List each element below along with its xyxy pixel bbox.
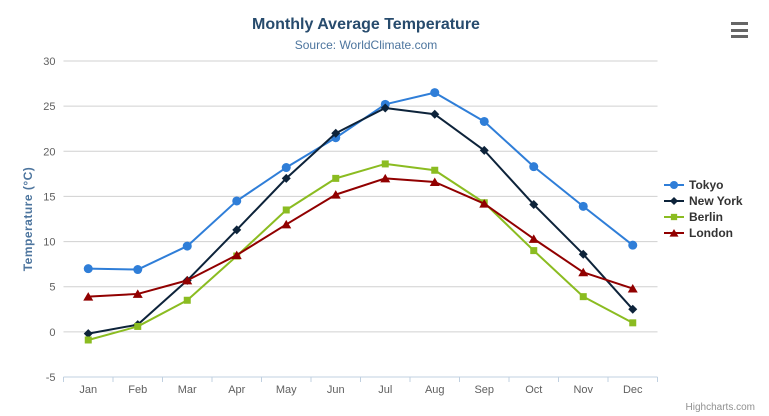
- legend-label: New York: [689, 194, 743, 208]
- data-point-marker[interactable]: [84, 336, 92, 344]
- data-point-marker[interactable]: [232, 225, 242, 235]
- x-axis-label: Sep: [474, 384, 494, 396]
- x-axis-label: Jan: [79, 384, 97, 396]
- data-point-marker[interactable]: [670, 213, 678, 221]
- data-point-marker[interactable]: [381, 160, 389, 168]
- data-point-marker[interactable]: [281, 163, 291, 173]
- series-line-london: [87, 177, 634, 298]
- chart-title: Monthly Average Temperature: [252, 16, 480, 33]
- data-point-marker[interactable]: [332, 174, 340, 182]
- series-line-tokyo: [87, 91, 634, 271]
- credits-link[interactable]: Highcharts.com: [685, 402, 755, 413]
- legend-symbol-square-icon: [664, 213, 684, 221]
- data-point-marker[interactable]: [629, 319, 637, 327]
- data-point-marker[interactable]: [578, 267, 589, 277]
- data-point-marker[interactable]: [578, 201, 588, 211]
- data-point-marker[interactable]: [529, 200, 539, 210]
- legend-item-tokyo[interactable]: Tokyo: [664, 177, 743, 193]
- legend-symbol-diamond-icon: [664, 196, 684, 206]
- legend-label: Berlin: [689, 210, 724, 224]
- data-point-marker[interactable]: [132, 289, 143, 298]
- chart-subtitle: Source: WorldClimate.com: [294, 38, 438, 52]
- data-point-marker[interactable]: [669, 228, 679, 237]
- data-point-marker[interactable]: [231, 250, 242, 260]
- legend-item-berlin[interactable]: Berlin: [664, 209, 743, 225]
- legend-item-new-york[interactable]: New York: [664, 193, 743, 209]
- data-point-marker[interactable]: [669, 196, 679, 206]
- y-axis-label: 15: [43, 191, 55, 203]
- series-london: [83, 173, 638, 301]
- x-axis-label: Feb: [128, 384, 147, 396]
- data-point-marker[interactable]: [479, 145, 489, 155]
- y-axis-label: 25: [43, 101, 55, 113]
- data-point-marker[interactable]: [578, 249, 588, 259]
- data-point-marker[interactable]: [182, 241, 192, 251]
- data-point-marker[interactable]: [83, 329, 93, 339]
- x-axis-label: Nov: [573, 384, 593, 396]
- y-axis-label: 5: [49, 282, 55, 294]
- x-axis-label: Aug: [425, 384, 445, 396]
- data-point-marker[interactable]: [380, 173, 391, 183]
- data-point-marker[interactable]: [330, 190, 341, 199]
- data-point-marker[interactable]: [579, 293, 587, 301]
- legend: Tokyo New York Berlin London: [664, 177, 743, 241]
- x-axis-label: Jul: [378, 384, 392, 396]
- hamburger-bar: [731, 28, 748, 32]
- data-point-marker[interactable]: [430, 88, 440, 98]
- y-axis-label: 20: [43, 146, 55, 158]
- data-point-marker[interactable]: [281, 173, 291, 183]
- x-axis-label: Oct: [525, 384, 542, 396]
- data-point-marker[interactable]: [530, 247, 538, 255]
- data-point-marker[interactable]: [628, 304, 638, 314]
- data-point-marker[interactable]: [479, 116, 489, 126]
- y-axis-label: -5: [46, 372, 56, 384]
- data-point-marker[interactable]: [331, 128, 341, 138]
- data-point-marker[interactable]: [430, 109, 440, 119]
- legend-item-london[interactable]: London: [664, 225, 743, 241]
- hamburger-bar: [731, 22, 748, 25]
- legend-symbol-circle-icon: [664, 180, 684, 190]
- legend-symbol-triangle-icon: [664, 228, 684, 237]
- legend-label: London: [689, 226, 733, 240]
- data-point-marker[interactable]: [380, 103, 390, 113]
- data-point-marker[interactable]: [281, 219, 292, 229]
- series-new-york: [83, 103, 638, 339]
- hamburger-menu-icon[interactable]: [731, 22, 749, 38]
- hamburger-bar: [731, 35, 748, 38]
- data-point-marker[interactable]: [529, 162, 539, 172]
- data-point-marker[interactable]: [627, 284, 638, 293]
- data-point-marker[interactable]: [232, 196, 242, 206]
- data-point-marker[interactable]: [669, 180, 679, 190]
- legend-label: Tokyo: [689, 178, 724, 192]
- data-point-marker[interactable]: [528, 234, 539, 243]
- x-axis-label: May: [276, 384, 297, 396]
- y-axis-label: 10: [43, 237, 55, 249]
- x-axis-label: Jun: [327, 384, 345, 396]
- data-point-marker[interactable]: [133, 265, 143, 275]
- data-point-marker[interactable]: [183, 296, 191, 304]
- series-line-new-york: [87, 106, 634, 335]
- data-point-marker[interactable]: [282, 206, 290, 214]
- data-point-marker[interactable]: [83, 264, 93, 274]
- data-point-marker[interactable]: [182, 275, 193, 285]
- data-point-marker[interactable]: [134, 322, 142, 330]
- data-point-marker[interactable]: [429, 177, 440, 186]
- y-axis-label: 0: [49, 327, 55, 339]
- data-point-marker[interactable]: [83, 292, 94, 301]
- series-line-berlin: [87, 162, 634, 341]
- data-point-marker[interactable]: [431, 166, 439, 174]
- data-point-marker[interactable]: [628, 240, 638, 250]
- x-axis-label: Mar: [178, 384, 197, 396]
- x-axis-label: Apr: [228, 384, 245, 396]
- series-tokyo: [83, 88, 638, 275]
- y-axis-label: 30: [43, 56, 55, 68]
- data-point-marker[interactable]: [479, 199, 490, 208]
- x-axis-label: Dec: [623, 384, 643, 396]
